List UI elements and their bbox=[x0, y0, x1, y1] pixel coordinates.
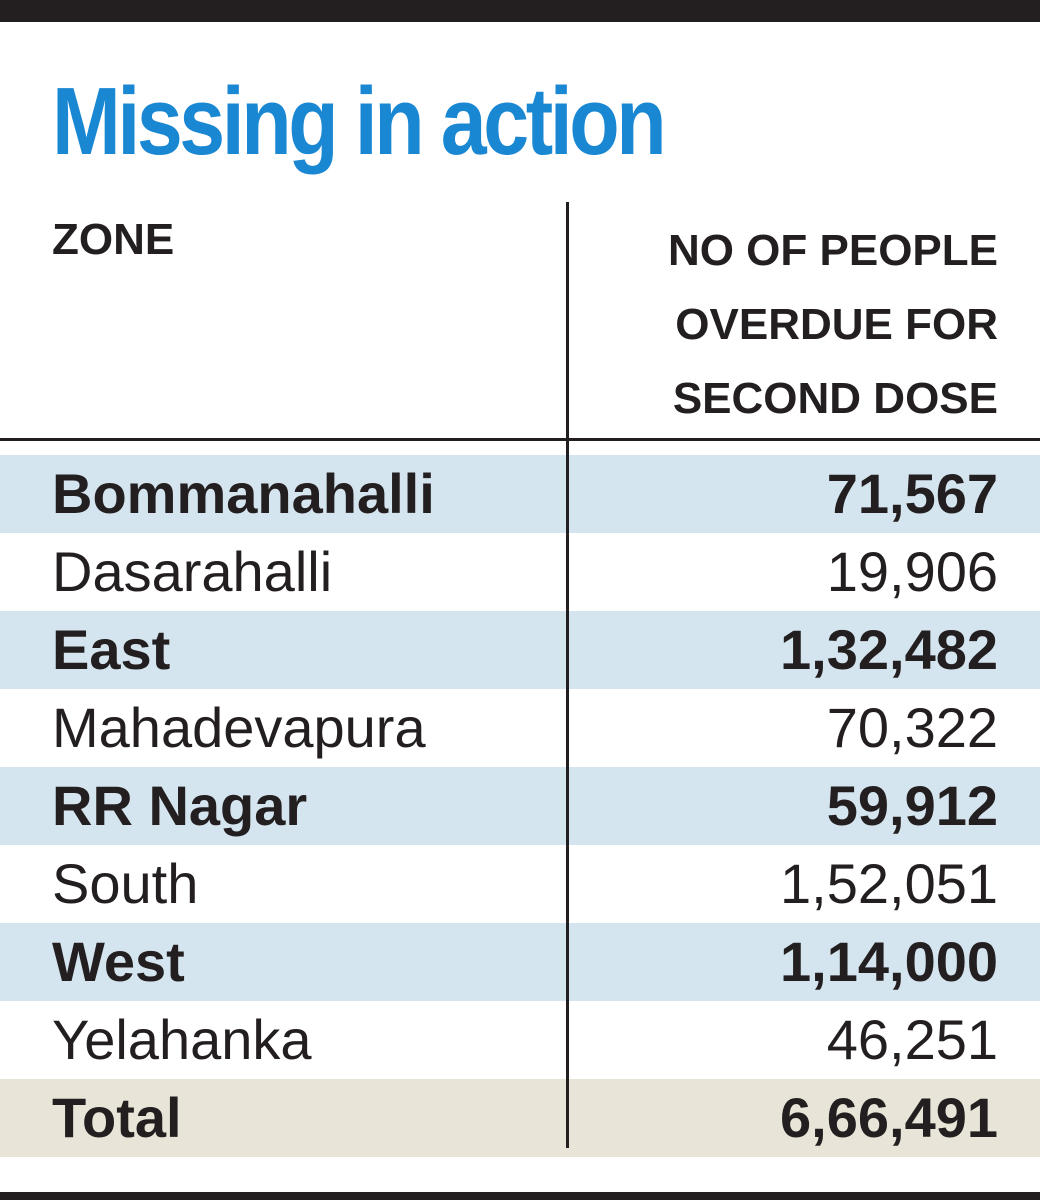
total-value: 6,66,491 bbox=[780, 1086, 998, 1149]
header-rule bbox=[0, 438, 1040, 441]
table-row: Bommanahalli 71,567 bbox=[0, 455, 1040, 533]
value-header-line: SECOND DOSE bbox=[672, 374, 998, 423]
value-cell: 1,14,000 bbox=[780, 930, 998, 993]
value-cell: 1,52,051 bbox=[780, 852, 998, 915]
value-column-header: NO OF PEOPLE OVERDUE FOR SECOND DOSE bbox=[578, 214, 998, 436]
zone-column-header: ZONE bbox=[52, 215, 175, 264]
table-row: Dasarahalli 19,906 bbox=[0, 533, 1040, 611]
table-row: Mahadevapura 70,322 bbox=[0, 689, 1040, 767]
value-cell: 19,906 bbox=[826, 540, 998, 603]
total-row: Total 6,66,491 bbox=[0, 1079, 1040, 1157]
zone-cell: Yelahanka bbox=[52, 1008, 312, 1071]
bottom-rule bbox=[0, 1192, 1040, 1200]
table-body: Bommanahalli 71,567 Dasarahalli 19,906 E… bbox=[0, 455, 1040, 1157]
zone-cell: Dasarahalli bbox=[52, 540, 333, 603]
zone-cell: South bbox=[52, 852, 199, 915]
chart-title: Missing in action bbox=[52, 68, 667, 175]
top-bar bbox=[0, 0, 1040, 22]
zone-cell: RR Nagar bbox=[52, 774, 308, 837]
zone-cell: Bommanahalli bbox=[52, 462, 435, 525]
total-label: Total bbox=[52, 1086, 182, 1149]
value-header-line: OVERDUE FOR bbox=[675, 300, 998, 349]
table-row: South 1,52,051 bbox=[0, 845, 1040, 923]
value-cell: 1,32,482 bbox=[780, 618, 998, 681]
table-row: West 1,14,000 bbox=[0, 923, 1040, 1001]
table-row: East 1,32,482 bbox=[0, 611, 1040, 689]
table-row: Yelahanka 46,251 bbox=[0, 1001, 1040, 1079]
value-cell: 59,912 bbox=[826, 774, 998, 837]
value-cell: 46,251 bbox=[826, 1008, 998, 1071]
zone-cell: East bbox=[52, 618, 171, 681]
column-divider bbox=[566, 202, 569, 1148]
zone-cell: Mahadevapura bbox=[52, 696, 426, 759]
value-cell: 70,322 bbox=[826, 696, 998, 759]
value-header-line: NO OF PEOPLE bbox=[667, 226, 998, 275]
value-cell: 71,567 bbox=[826, 462, 998, 525]
table-row: RR Nagar 59,912 bbox=[0, 767, 1040, 845]
zone-cell: West bbox=[52, 930, 185, 993]
